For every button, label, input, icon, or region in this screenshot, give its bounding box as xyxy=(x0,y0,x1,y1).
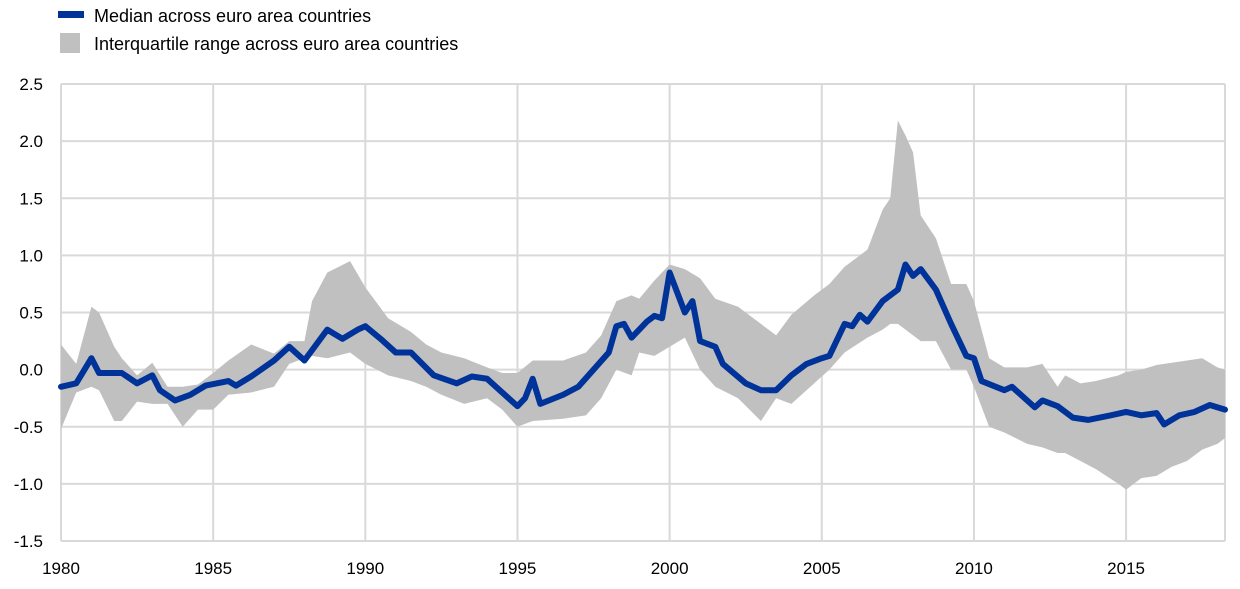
legend-median-label: Median across euro area countries xyxy=(94,6,371,26)
y-tick-label: -1.5 xyxy=(14,532,43,551)
x-tick-label: 2005 xyxy=(803,559,841,578)
x-tick-label: 1980 xyxy=(42,559,80,578)
interquartile-band xyxy=(61,121,1225,490)
x-tick-label: 2010 xyxy=(955,559,993,578)
x-tick-label: 1985 xyxy=(194,559,232,578)
y-tick-label: 2.5 xyxy=(19,75,43,94)
legend-median-swatch xyxy=(58,11,84,18)
x-tick-label: 1990 xyxy=(346,559,384,578)
y-tick-label: -0.5 xyxy=(14,418,43,437)
y-tick-label: 1.0 xyxy=(19,246,43,265)
x-tick-label: 2000 xyxy=(651,559,689,578)
legend-iqr-label: Interquartile range across euro area cou… xyxy=(94,34,458,54)
legend: Median across euro area countries Interq… xyxy=(58,6,458,54)
y-tick-label: 2.0 xyxy=(19,132,43,151)
x-tick-label: 1995 xyxy=(499,559,537,578)
iqr-area xyxy=(61,121,1225,490)
y-tick-label: -1.0 xyxy=(14,475,43,494)
x-axis-ticks: 1980 1985 1990 1995 2000 2005 2010 2015 xyxy=(42,559,1145,578)
y-tick-label: 0.0 xyxy=(19,361,43,380)
legend-iqr-swatch xyxy=(60,33,80,53)
y-axis-ticks: 2.5 2.0 1.5 1.0 0.5 0.0 -0.5 -1.0 -1.5 xyxy=(14,75,43,551)
x-tick-label: 2015 xyxy=(1107,559,1145,578)
y-tick-label: 0.5 xyxy=(19,304,43,323)
y-tick-label: 1.5 xyxy=(19,189,43,208)
